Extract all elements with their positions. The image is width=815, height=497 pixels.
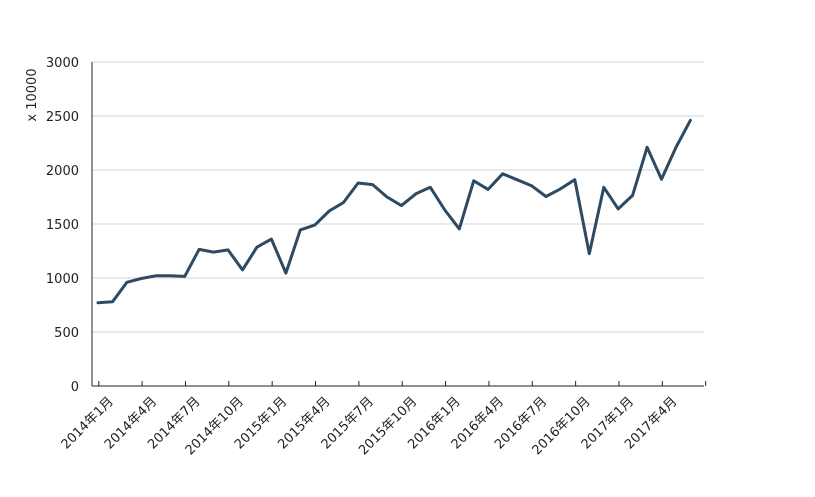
y-tick-label: 2500 bbox=[46, 110, 79, 125]
series-line bbox=[96, 118, 692, 305]
y-tick-label: 0 bbox=[71, 380, 79, 395]
y-axis-ticks: 0 500 1000 1500 2000 2500 3000 bbox=[46, 56, 79, 395]
y-tick-label: 500 bbox=[54, 326, 79, 341]
y-axis-label: x 10000 bbox=[25, 68, 40, 121]
y-tick-label: 1500 bbox=[46, 218, 79, 233]
grid-lines bbox=[92, 61, 704, 333]
y-tick-label: 1000 bbox=[46, 272, 79, 287]
x-axis-ticks: 2014年1月2014年4月2014年7月2014年10月2015年1月2015… bbox=[59, 381, 707, 458]
y-tick-label: 2000 bbox=[46, 164, 79, 179]
y-tick-label: 3000 bbox=[46, 56, 79, 71]
